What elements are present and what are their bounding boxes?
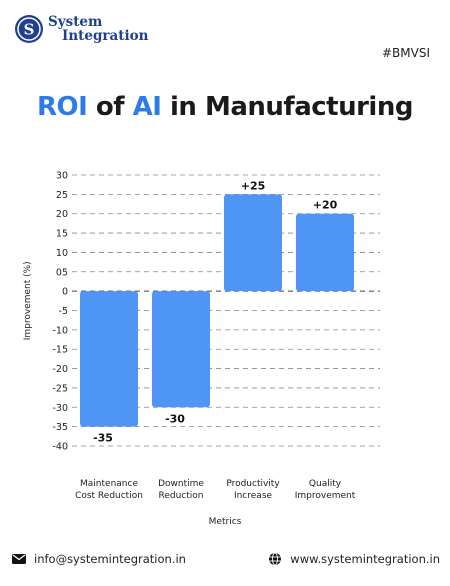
x-tick-label: Improvement bbox=[295, 491, 356, 501]
email-text[interactable]: info@systemintegration.in bbox=[34, 552, 186, 566]
y-tick-label: -10 bbox=[52, 325, 68, 336]
x-axis-label: Metrics bbox=[209, 517, 242, 527]
globe-icon bbox=[269, 552, 282, 566]
title-roi: ROI bbox=[37, 92, 88, 122]
data-label: -30 bbox=[165, 412, 185, 425]
y-tick-label: 30 bbox=[56, 171, 68, 182]
logo-s-icon: S bbox=[15, 15, 43, 43]
y-tick-label: 10 bbox=[56, 248, 68, 259]
y-axis-label: Improvement (%) bbox=[23, 261, 33, 340]
bar bbox=[152, 291, 210, 408]
x-tick-label: Reduction bbox=[159, 491, 204, 501]
bar bbox=[296, 213, 354, 292]
email-icon bbox=[12, 554, 26, 564]
y-tick-label: -30 bbox=[52, 403, 68, 414]
title-ai: AI bbox=[132, 92, 162, 122]
y-tick-label: -35 bbox=[52, 422, 68, 433]
y-tick-label: -5 bbox=[59, 306, 68, 317]
y-tick-label: 15 bbox=[56, 229, 68, 240]
page-title: ROI of AI in Manufacturing bbox=[0, 92, 450, 122]
y-tick-label: 20 bbox=[56, 209, 68, 220]
x-tick-label: Increase bbox=[234, 491, 273, 501]
footer-website[interactable]: www.systemintegration.in bbox=[268, 552, 440, 566]
y-tick-label: 05 bbox=[56, 267, 68, 278]
y-tick-label: -40 bbox=[52, 442, 68, 453]
bar bbox=[224, 194, 282, 292]
y-tick-label: -20 bbox=[52, 364, 68, 375]
data-label: +25 bbox=[241, 179, 266, 192]
x-tick-label: Downtime bbox=[158, 479, 204, 489]
x-tick-label: Quality bbox=[309, 479, 342, 489]
brand-logo: S System Integration bbox=[14, 14, 148, 44]
brand-name: System Integration bbox=[48, 15, 148, 43]
bar bbox=[80, 291, 138, 427]
title-rest: in Manufacturing bbox=[169, 92, 413, 122]
website-text[interactable]: www.systemintegration.in bbox=[290, 552, 440, 566]
y-tick-label: -25 bbox=[52, 383, 68, 394]
data-label: -35 bbox=[93, 432, 113, 445]
svg-text:S: S bbox=[24, 21, 35, 39]
footer-email[interactable]: info@systemintegration.in bbox=[12, 552, 186, 566]
title-of: of bbox=[95, 92, 125, 122]
brand-name-line2: Integration bbox=[62, 28, 149, 44]
brand-name-line1: System bbox=[48, 14, 103, 30]
data-label: +20 bbox=[313, 199, 338, 212]
y-tick-label: 25 bbox=[56, 190, 68, 201]
x-tick-label: Cost Reduction bbox=[75, 491, 143, 501]
x-tick-label: Maintenance bbox=[80, 479, 138, 489]
y-tick-label: 0 bbox=[62, 287, 68, 298]
y-tick-label: -15 bbox=[52, 345, 68, 356]
x-tick-label: Productivity bbox=[226, 479, 280, 489]
hashtag: #BMVSI bbox=[381, 46, 430, 60]
